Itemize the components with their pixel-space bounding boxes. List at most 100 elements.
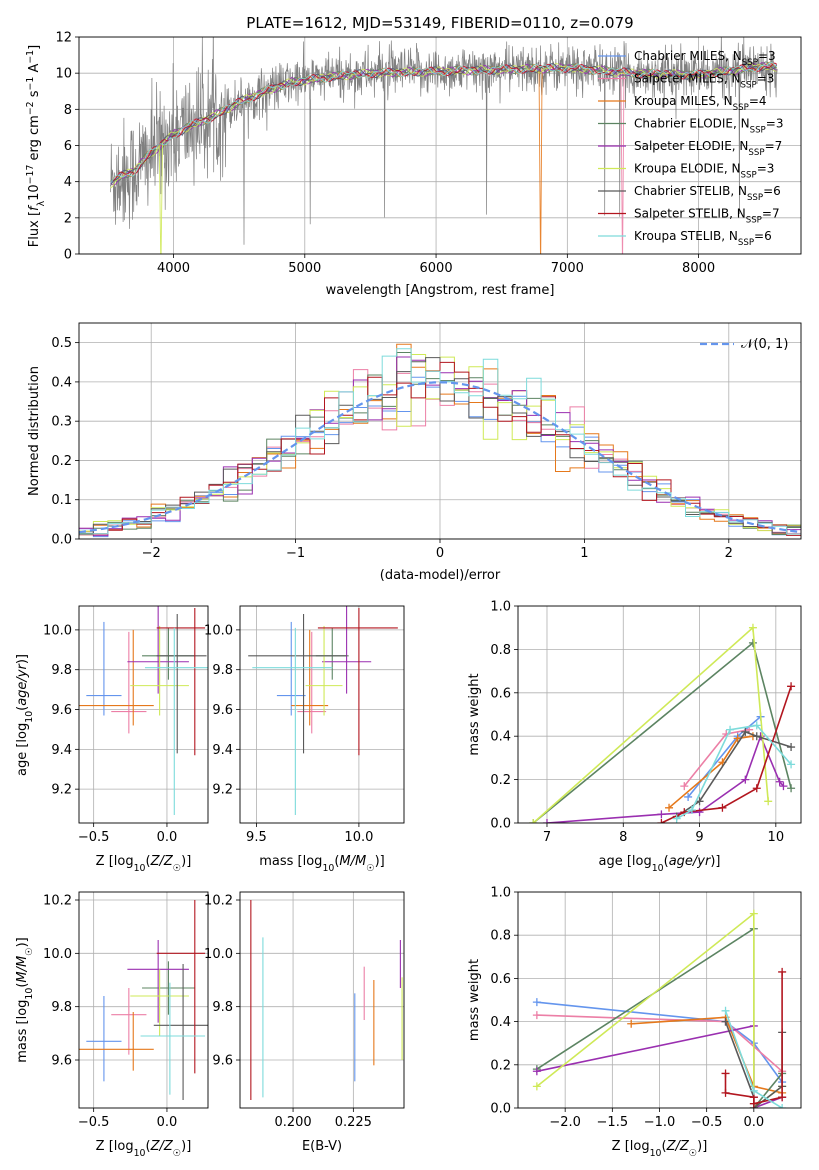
y-tick-label: 0.6 (490, 972, 511, 987)
y-tick-label: 0.0 (490, 1102, 511, 1117)
y-tick-label: 9.8 (51, 663, 72, 678)
weight-point (721, 1017, 730, 1026)
axes-frame (78, 322, 802, 540)
x-tick-label: 9.5 (246, 830, 267, 845)
y-tick-label: 6 (64, 139, 72, 154)
model-spectrum-line (110, 62, 778, 182)
y-tick-label: 10.2 (43, 894, 72, 909)
legend-label: 𝒩(0, 1) (741, 337, 788, 352)
weight-point (665, 803, 674, 812)
weight-point (749, 1086, 758, 1095)
plot-area (79, 37, 801, 254)
x-tick-label: 10 (768, 830, 785, 845)
x-tick-label: 5000 (288, 261, 321, 276)
legend-label: Chabrier STELIB, NSSP=6 (634, 184, 781, 203)
y-tick-label: 0.6 (490, 686, 511, 701)
y-tick-label: 9.4 (212, 743, 233, 758)
y-tick-label: 9.8 (212, 1000, 233, 1015)
weight-point (672, 814, 681, 823)
weight-point (749, 909, 758, 918)
figure-title: PLATE=1612, MJD=53149, FIBERID=0110, z=0… (246, 14, 633, 32)
y-tick-label: 4 (64, 175, 72, 190)
y-tick-label: 9.8 (212, 663, 233, 678)
weight-point (657, 819, 666, 823)
y-tick-label: 9.2 (51, 783, 72, 798)
weight-point (726, 725, 735, 734)
y-tick-label: 0.5 (51, 336, 72, 351)
weight-point (532, 1011, 541, 1020)
panel-mass-vs-Z: −0.5 0.0 9.6 9.8 10.0 10.2 Z [log10(Z/Z☉)] mass… (15, 891, 209, 1159)
weight-point (779, 782, 788, 791)
weight-point (741, 775, 750, 784)
x-axis-label: mass [log10(M/M☉)] (259, 854, 385, 874)
x-tick-label: 0.0 (743, 1115, 764, 1130)
y-axis-label: mass weight (467, 673, 482, 755)
x-tick-label: 10.0 (344, 830, 373, 845)
x-tick-label: −2 (142, 546, 161, 561)
y-tick-label: 12 (55, 31, 72, 46)
weight-point (687, 805, 696, 814)
panel-residuals: −2 −1 0 1 2 0.0 0.1 0.2 0.3 0.4 0.5 𝒩(0, 1) (data-mo… (27, 322, 802, 583)
legend-label: Kroupa STELIB, NSSP=6 (634, 229, 772, 248)
y-axis-label: mass [log10(M/M☉)] (15, 937, 35, 1063)
plot-area (79, 323, 801, 539)
panel-weight-vs-Z: −2.0 −1.5 −1.0 −0.5 0.0 0.0 0.2 0.4 0.6 0.8 1.0 Z [… (467, 886, 802, 1159)
x-tick-label: 2 (725, 546, 733, 561)
y-tick-label: 10.0 (204, 947, 233, 962)
x-tick-label: 6000 (420, 261, 453, 276)
plot-area (240, 892, 404, 1108)
y-axis-label: mass weight (467, 959, 482, 1041)
plot-area (240, 606, 404, 823)
y-tick-label: 0.2 (490, 773, 511, 788)
y-tick-label: 0.1 (51, 493, 72, 508)
y-tick-label: 1.0 (490, 886, 511, 901)
weight-point (532, 1082, 541, 1091)
model-spectrum-line (110, 63, 778, 186)
weight-point (764, 797, 773, 806)
weight-point (721, 1069, 730, 1078)
y-tick-label: 0.8 (490, 643, 511, 658)
y-tick-label: 9.6 (51, 703, 72, 718)
y-axis-label: Flux [fλ10−17 erg cm−2 s−1 A−1] (25, 45, 47, 247)
x-tick-label: 8 (619, 830, 627, 845)
legend-label: Salpeter ELODIE, NSSP=7 (634, 139, 782, 158)
panel-age-vs-Z: −0.5 0.0 9.2 9.4 9.6 9.8 10.0 Z [log10(Z/Z☉)] ag… (15, 605, 209, 874)
y-tick-label: 0.2 (490, 1058, 511, 1073)
y-tick-label: 10.2 (204, 894, 233, 909)
x-tick-label: 7000 (551, 261, 584, 276)
weight-point (532, 998, 541, 1007)
x-tick-label: 0.200 (274, 1115, 311, 1130)
weight-point (748, 623, 757, 632)
weight-point (680, 782, 689, 791)
plot-area (518, 892, 801, 1108)
x-axis-label: wavelength [Angstrom, rest frame] (326, 283, 555, 298)
weight-line (668, 735, 754, 809)
model-spectrum-line (110, 61, 777, 182)
weight-point (787, 784, 796, 793)
legend-label: Kroupa ELODIE, NSSP=3 (634, 162, 774, 181)
panel-age-vs-mass: 9.5 10.0 9.2 9.4 9.6 9.8 10.0 mass [log10(M/M☉)… (204, 605, 405, 874)
y-tick-label: 0.4 (490, 1015, 511, 1030)
y-tick-label: 10.0 (43, 947, 72, 962)
x-tick-label: 0.225 (335, 1115, 372, 1130)
x-tick-label: 9 (695, 830, 703, 845)
x-axis-label: Z [log10(Z/Z☉)] (612, 1139, 708, 1159)
axes-frame (239, 891, 405, 1109)
weight-point (721, 1088, 730, 1097)
y-tick-label: 9.8 (51, 1000, 72, 1015)
legend-label: Chabrier MILES, NSSP=3 (634, 49, 776, 68)
y-tick-label: 0.0 (490, 817, 511, 832)
x-tick-label: 8000 (682, 261, 715, 276)
x-axis-label: age [log10(age/yr)] (598, 854, 720, 874)
weight-point (627, 1019, 636, 1028)
weight-point (778, 1093, 787, 1102)
x-tick-label: −1 (286, 546, 305, 561)
x-axis-label: (data-model)/error (380, 568, 501, 583)
weight-point (532, 1067, 541, 1076)
weight-point (787, 743, 796, 752)
axes-frame (239, 605, 405, 824)
axes-frame (78, 605, 209, 824)
x-tick-label: 7 (543, 830, 551, 845)
x-tick-label: −1.0 (644, 1115, 676, 1130)
